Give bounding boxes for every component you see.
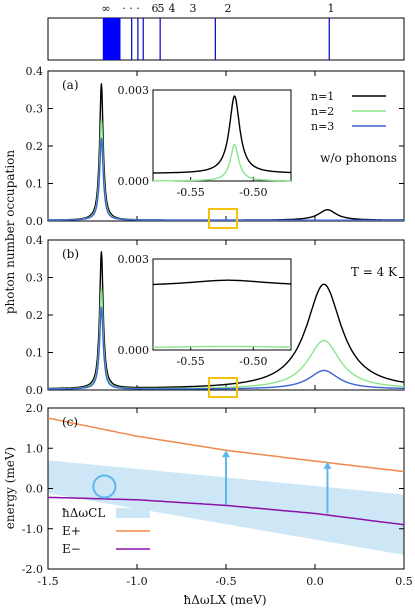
top-strip: ∞ · · · 6 5 4 3 2 1 bbox=[47, 2, 405, 61]
xtick-label: -1.5 bbox=[37, 575, 58, 588]
inset-xtick-label: -0.50 bbox=[239, 355, 267, 368]
level-label: 4 bbox=[169, 2, 176, 15]
inset-series-n=2 bbox=[153, 345, 291, 348]
inset-xtick-label: -0.55 bbox=[177, 355, 205, 368]
inset-ytick-label: 0.000 bbox=[118, 344, 150, 357]
ytick-label: 0.3 bbox=[26, 103, 44, 116]
ytick-label: -1.0 bbox=[22, 523, 43, 536]
cl-band bbox=[48, 460, 404, 555]
panel-note: T = 4 K bbox=[351, 265, 398, 279]
legend-label: n=1 bbox=[311, 90, 334, 103]
panel-b: 0.0 0.1 0.2 0.3 0.4 (b) 0.000 0.003 -0.55 -0.50 T … bbox=[26, 234, 405, 398]
E-minus-line bbox=[47, 496, 405, 526]
arrow-head bbox=[222, 450, 230, 458]
series-line-n=3 bbox=[48, 306, 404, 390]
legend-label: n=2 bbox=[311, 105, 334, 118]
legend-label: n=3 bbox=[311, 120, 334, 133]
inset-xtick-label: -0.55 bbox=[177, 186, 205, 199]
ytick-label: 0.3 bbox=[26, 272, 44, 285]
top-strip-frame bbox=[47, 17, 405, 61]
arrow-head bbox=[323, 461, 332, 469]
legend-label: E+ bbox=[62, 524, 81, 538]
level-label: 5 bbox=[158, 2, 165, 15]
level-label: 6 bbox=[152, 2, 159, 15]
level-label: 1 bbox=[328, 2, 335, 15]
xtick-label: 0.5 bbox=[395, 575, 413, 588]
xtick-label: -0.5 bbox=[215, 575, 236, 588]
ytick-label: 1.0 bbox=[26, 442, 44, 455]
ytick-label: 0.0 bbox=[26, 215, 44, 228]
highlight-box bbox=[208, 377, 238, 398]
legend-label: ħΔωCL bbox=[62, 506, 105, 520]
ytick-label: 0.0 bbox=[26, 384, 44, 397]
highlight-box bbox=[208, 208, 238, 229]
ytick-label: -2.0 bbox=[22, 563, 43, 576]
inset-series-n=1 bbox=[153, 95, 291, 174]
ytick-label: 2.0 bbox=[26, 402, 44, 415]
inset-ytick-label: 0.000 bbox=[118, 175, 150, 188]
ytick-label: 0.4 bbox=[26, 234, 44, 247]
ytick-label: 0.0 bbox=[26, 483, 44, 496]
panel-a: 0.0 0.1 0.2 0.3 0.4 (a) 0.000 0.003 -0.55 -0.50 n=… bbox=[26, 65, 405, 229]
series-line-n=3 bbox=[48, 137, 404, 221]
inset-series-n=1 bbox=[153, 279, 291, 286]
inset-frame bbox=[152, 258, 292, 351]
ytick-label: 0.4 bbox=[26, 65, 44, 78]
panel-label: (a) bbox=[62, 78, 79, 92]
inset-xtick-label: -0.50 bbox=[239, 186, 267, 199]
common-labels: photon number occupation energy (meV) ħΔ… bbox=[3, 150, 267, 607]
panel-note: w/o phonons bbox=[320, 151, 397, 165]
ytick-label: 0.2 bbox=[26, 140, 44, 153]
ytick-label: 0.1 bbox=[26, 347, 44, 360]
inset-frame bbox=[152, 89, 292, 182]
ytick-label: 0.2 bbox=[26, 309, 44, 322]
inset-ytick-label: 0.003 bbox=[118, 84, 150, 97]
level-label: · · · bbox=[122, 2, 139, 15]
ytick-label: 0.1 bbox=[26, 178, 44, 191]
panel-c: 2.0 1.0 0.0 -1.0 -2.0-1.5 -1.0 -0.5 0.0 0.5 (c) ħΔ… bbox=[22, 402, 413, 588]
ylabel-energy: energy (meV) bbox=[3, 447, 17, 529]
inset-series-n=2 bbox=[153, 143, 291, 182]
ylabel-photon: photon number occupation bbox=[3, 150, 17, 315]
inset-ytick-label: 0.003 bbox=[118, 253, 150, 266]
level-label: 3 bbox=[190, 2, 197, 15]
xtick-label: 0.0 bbox=[306, 575, 324, 588]
panel-label: (b) bbox=[62, 247, 79, 261]
series-line-n=1 bbox=[48, 251, 405, 390]
panel-label: (c) bbox=[62, 415, 78, 429]
highlight-circle bbox=[92, 474, 117, 499]
level-label: 2 bbox=[225, 2, 232, 15]
legend-label: E− bbox=[62, 542, 81, 556]
xtick-label: -1.0 bbox=[126, 575, 147, 588]
level-label: ∞ bbox=[101, 2, 110, 15]
legend-swatch bbox=[116, 508, 150, 518]
xlabel: ħΔωLX (meV) bbox=[183, 593, 266, 607]
